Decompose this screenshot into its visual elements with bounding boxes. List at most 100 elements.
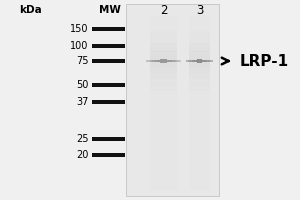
Bar xyxy=(189,113,210,114)
Bar xyxy=(189,112,210,113)
Bar xyxy=(150,118,177,120)
Bar xyxy=(150,50,177,51)
Bar xyxy=(150,177,177,178)
Bar xyxy=(150,113,177,114)
Bar xyxy=(199,59,200,63)
Bar xyxy=(150,143,177,145)
Bar xyxy=(189,65,210,67)
Bar xyxy=(175,60,176,62)
Bar xyxy=(189,127,210,128)
Bar xyxy=(150,57,177,58)
Bar xyxy=(150,103,177,104)
Bar xyxy=(189,95,210,96)
Bar xyxy=(189,186,210,187)
Bar xyxy=(196,60,197,62)
Bar xyxy=(189,52,210,53)
Bar xyxy=(189,188,210,189)
Bar xyxy=(150,156,177,157)
Bar xyxy=(205,60,206,62)
Bar xyxy=(193,60,194,62)
Bar xyxy=(189,78,210,79)
Bar xyxy=(150,116,177,117)
Bar xyxy=(189,46,210,47)
Bar xyxy=(150,185,177,186)
Bar xyxy=(189,189,210,191)
Bar xyxy=(150,56,177,57)
Bar xyxy=(150,39,177,40)
Bar xyxy=(164,59,165,63)
Bar xyxy=(189,129,210,130)
Bar xyxy=(198,59,199,63)
Bar xyxy=(189,162,210,163)
Bar xyxy=(160,59,161,63)
Bar xyxy=(150,24,177,25)
Bar xyxy=(189,134,210,135)
Bar xyxy=(189,42,210,43)
Bar xyxy=(189,170,210,171)
Bar xyxy=(207,60,208,62)
Bar xyxy=(189,61,210,63)
Bar xyxy=(171,60,172,62)
Bar xyxy=(150,161,177,162)
Bar xyxy=(189,119,210,120)
Bar xyxy=(150,148,177,149)
Bar xyxy=(189,88,210,89)
Bar xyxy=(189,173,210,174)
Bar xyxy=(202,60,203,62)
Bar xyxy=(150,84,177,85)
Bar xyxy=(150,92,177,93)
Bar xyxy=(189,142,210,143)
Bar xyxy=(189,149,210,150)
Bar xyxy=(150,67,177,68)
Bar xyxy=(150,147,177,148)
Bar xyxy=(150,29,177,31)
Bar xyxy=(189,102,210,103)
Bar xyxy=(150,62,177,63)
Bar xyxy=(150,21,177,22)
Bar xyxy=(189,75,210,77)
Bar xyxy=(189,17,210,18)
Bar xyxy=(147,60,148,62)
Bar xyxy=(150,83,177,84)
Bar xyxy=(150,110,177,111)
Bar xyxy=(189,31,210,32)
Bar xyxy=(150,181,177,182)
Bar xyxy=(150,121,177,123)
Bar xyxy=(150,64,177,65)
Bar xyxy=(189,28,210,29)
Bar xyxy=(195,60,196,62)
Bar xyxy=(150,48,177,49)
Bar xyxy=(148,60,149,62)
Bar xyxy=(150,124,177,125)
Bar xyxy=(150,69,177,70)
Bar xyxy=(189,124,210,125)
Bar xyxy=(150,104,177,105)
Bar xyxy=(150,134,177,135)
Bar xyxy=(150,131,177,132)
Bar xyxy=(174,60,175,62)
Bar xyxy=(171,60,172,62)
Bar xyxy=(150,118,177,119)
Bar xyxy=(189,57,210,58)
Bar xyxy=(150,184,177,185)
Bar xyxy=(150,57,177,58)
Bar xyxy=(189,96,210,97)
Bar xyxy=(150,146,177,148)
Bar xyxy=(189,146,210,147)
Bar xyxy=(150,56,177,57)
Bar xyxy=(150,109,177,110)
Bar xyxy=(150,36,177,38)
Bar xyxy=(189,187,210,188)
Bar xyxy=(201,59,202,63)
Bar xyxy=(189,148,210,149)
Bar xyxy=(150,162,177,163)
Bar xyxy=(150,76,177,77)
Bar xyxy=(150,112,177,113)
Bar xyxy=(150,95,177,96)
Bar xyxy=(150,23,177,24)
Bar xyxy=(150,19,177,21)
Bar xyxy=(150,87,177,88)
Bar xyxy=(189,122,210,123)
Bar xyxy=(189,72,210,74)
Bar xyxy=(189,35,210,36)
